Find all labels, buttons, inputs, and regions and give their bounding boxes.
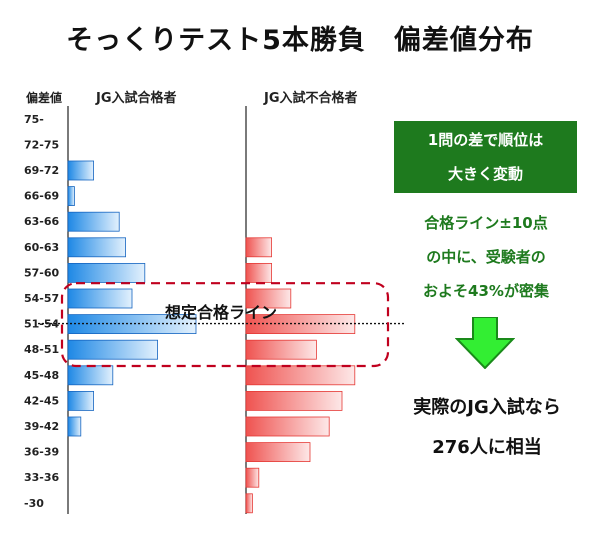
fail-bar <box>245 416 330 437</box>
tick-label: 36-39 <box>24 446 59 459</box>
tick-label: -30 <box>24 497 44 510</box>
conclusion-text: 実際のJG入試なら 276人に相当 <box>378 388 596 468</box>
tick-label: 57-60 <box>24 266 60 279</box>
tick-label: 48-51 <box>24 343 59 356</box>
tick-label: 75- <box>24 113 44 126</box>
tick-label: 39-42 <box>24 420 59 433</box>
pass-bar <box>67 416 82 437</box>
pass-header: JG入試合格者 <box>96 91 177 106</box>
tick-label: 60-63 <box>24 241 59 254</box>
callout-line-2: 大きく変動 <box>447 165 523 183</box>
pass-bar <box>67 339 158 360</box>
callout-line-1: 1問の差で順位は <box>427 131 544 149</box>
callout-text-2: の中に、受験者の <box>426 248 546 266</box>
callout-text-1: 合格ライン±10点 <box>424 214 548 232</box>
pass-bar <box>67 288 133 309</box>
tick-label: 63-66 <box>24 215 60 228</box>
tick-label: 42-45 <box>24 394 59 407</box>
pass-bar <box>67 237 126 258</box>
tick-label: 45-48 <box>24 369 59 382</box>
highlight-zone <box>60 282 390 368</box>
fail-bar <box>245 262 273 283</box>
tick-label: 33-36 <box>24 471 60 484</box>
tick-label: 72-75 <box>24 138 59 151</box>
fail-bar <box>245 467 260 488</box>
callout-text-3: およそ43%が密集 <box>423 282 549 300</box>
tick-label: 51-54 <box>24 318 60 331</box>
fail-bar <box>245 365 356 386</box>
axis-header: 偏差値 <box>26 91 63 105</box>
fail-bar <box>245 493 253 514</box>
tick-label: 54-57 <box>24 292 59 305</box>
fail-header: JG入試不合格者 <box>264 91 358 106</box>
fail-bar <box>245 237 273 258</box>
callout-text: 合格ライン±10点 の中に、受験者の およそ43%が密集 <box>388 206 584 308</box>
pass-bar <box>67 365 114 386</box>
fail-bar <box>245 339 317 360</box>
pass-bar <box>67 211 120 232</box>
page-title: そっくりテスト5本勝負 偏差値分布 <box>66 25 534 56</box>
fail-bar <box>245 390 343 411</box>
pass-bar <box>67 186 75 207</box>
fail-bar <box>245 288 292 309</box>
pass-bar <box>67 262 146 283</box>
tick-label: 69-72 <box>24 164 59 177</box>
pass-bar <box>67 390 95 411</box>
pass-line-label: 想定合格ライン <box>165 303 278 322</box>
tick-label: 66-69 <box>24 190 59 203</box>
fail-bar <box>245 442 311 463</box>
conclusion-line-1: 実際のJG入試なら <box>413 397 561 418</box>
down-arrow-icon <box>455 317 515 369</box>
callout-box: 1問の差で順位は 大きく変動 <box>394 121 577 193</box>
pass-bar <box>67 160 95 181</box>
conclusion-line-2: 276人に相当 <box>432 437 542 458</box>
